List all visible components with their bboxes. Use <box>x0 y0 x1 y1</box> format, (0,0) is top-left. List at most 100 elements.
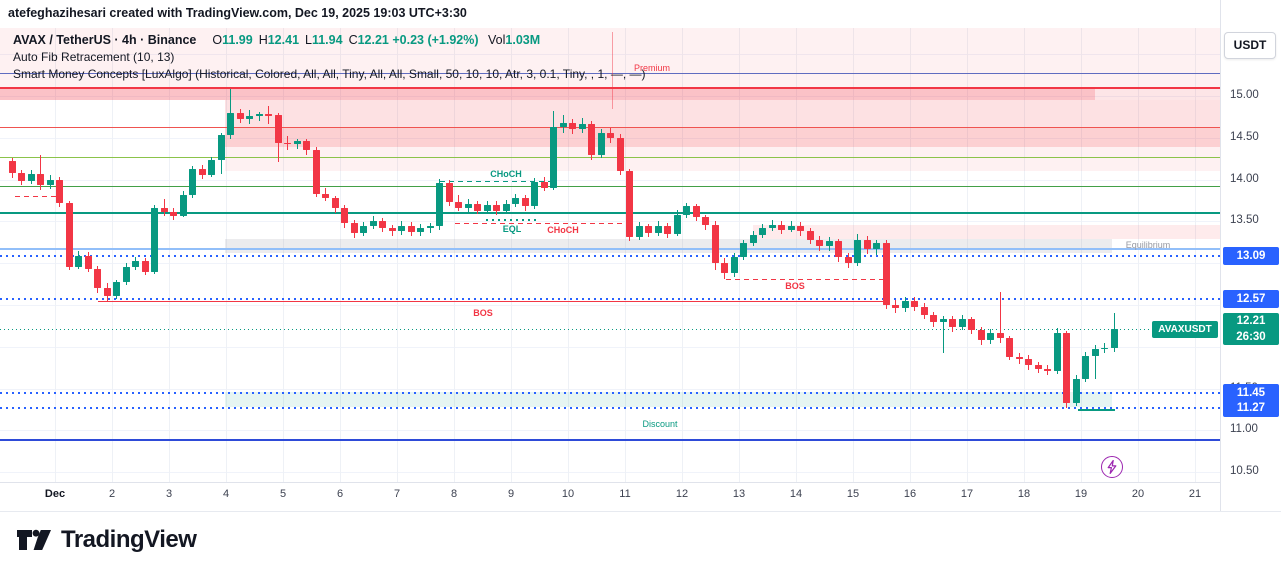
candle <box>246 116 253 120</box>
indicator-row-auto-fib[interactable]: Auto Fib Retracement (10, 13) <box>13 50 175 64</box>
candle <box>968 319 975 331</box>
bar-countdown: 26:30 <box>1236 331 1266 344</box>
fib-0382-line[interactable] <box>0 212 1220 215</box>
candle <box>578 123 586 130</box>
fib-1-line[interactable] <box>0 438 1220 441</box>
candle <box>778 224 785 230</box>
price-scale[interactable]: 15.0014.5014.0013.5013.0011.5011.0010.50… <box>1220 0 1281 511</box>
structure-label-bos: BOS <box>785 280 805 291</box>
fib-0618-line[interactable] <box>0 298 1220 301</box>
fib-level-badge: 11.45 <box>1223 383 1279 402</box>
current-price-line[interactable] <box>0 328 1220 330</box>
candle <box>407 225 415 233</box>
currency-toggle-button[interactable]: USDT <box>1224 32 1276 59</box>
last-price-value: 12.21 <box>1236 315 1266 328</box>
candle <box>958 319 966 327</box>
candle <box>493 204 500 212</box>
candle <box>65 203 73 267</box>
chart-plot-area[interactable]: Premium Equilibrium Discount CHoCH EQL CHoCH B… <box>0 0 1220 482</box>
fib-0236-line[interactable] <box>0 157 1220 159</box>
h-gridline <box>0 179 1220 181</box>
candle <box>27 173 35 182</box>
candle <box>645 226 652 234</box>
eql-line[interactable] <box>486 218 540 221</box>
candle <box>740 243 747 257</box>
attribution-text: atefeghazihesari created with TradingVie… <box>8 6 467 20</box>
candle <box>18 172 25 182</box>
strong-low-line[interactable] <box>1078 409 1115 412</box>
structure-label-eql: EQL <box>502 223 522 234</box>
order-block-mid <box>753 224 1220 239</box>
bos-line-low[interactable] <box>98 301 883 303</box>
level-13.17[interactable] <box>0 247 1220 250</box>
candle <box>122 266 130 283</box>
candle <box>284 142 291 145</box>
tradingview-logo[interactable]: TradingView <box>16 526 197 554</box>
boost-lightning-icon[interactable] <box>1101 456 1123 478</box>
high-value: 12.41 <box>267 33 300 47</box>
choch-dash-left[interactable] <box>15 195 57 197</box>
close-value: 12.21 <box>357 33 389 47</box>
structure-label-equilibrium: Equilibrium <box>1125 239 1171 250</box>
candle <box>331 197 339 209</box>
candle <box>141 260 149 272</box>
candle <box>892 305 899 309</box>
candle <box>730 256 738 274</box>
candle <box>1015 356 1023 360</box>
candle <box>844 256 852 264</box>
fib-05-line[interactable] <box>0 254 1220 257</box>
candle <box>901 300 909 309</box>
candle <box>84 255 92 270</box>
candle <box>749 234 757 244</box>
price-axis-label: 13.50 <box>1230 214 1259 227</box>
candle <box>1082 355 1089 380</box>
h-gridline <box>0 388 1220 390</box>
time-axis-label: 16 <box>903 488 917 500</box>
candle <box>179 194 187 216</box>
candle <box>521 197 529 207</box>
candle <box>683 206 690 215</box>
time-axis[interactable]: Dec 2 3 4 5 6 7 8 9 10 11 12 13 14 15 16 17 18 19 20 21 <box>0 482 1220 511</box>
bos-dash-mid[interactable] <box>726 278 883 280</box>
symbol-price-marker: AVAXUSDT <box>1152 320 1218 338</box>
candle <box>208 160 215 176</box>
candle-wick <box>429 223 431 234</box>
candle <box>1006 338 1013 357</box>
time-axis-label: 3 <box>165 488 173 500</box>
choch-dash-bear[interactable] <box>455 222 628 224</box>
time-axis-label: 8 <box>450 488 458 500</box>
plot-bottom-border <box>0 482 1220 483</box>
last-price-badge: 12.21 26:30 <box>1223 313 1279 346</box>
h-gridline <box>0 263 1220 265</box>
candle <box>445 182 453 203</box>
structure-label-choch: CHoCH <box>547 224 579 235</box>
candle <box>1034 365 1042 369</box>
candle <box>312 149 320 194</box>
range-high-line[interactable] <box>0 86 1220 89</box>
level-11.45[interactable] <box>0 391 1220 394</box>
candle <box>464 203 472 209</box>
level-13.92[interactable] <box>0 185 1220 187</box>
level-11.27[interactable] <box>0 406 1220 409</box>
candle <box>654 225 662 234</box>
footer-bar: TradingView <box>0 511 1281 571</box>
candle <box>322 193 329 198</box>
candle <box>825 241 833 247</box>
candle <box>37 173 44 186</box>
time-axis-label: 21 <box>1188 488 1202 500</box>
indicator-row-smc[interactable]: Smart Money Concepts [LuxAlgo] (Historic… <box>13 67 646 81</box>
candle <box>46 179 54 186</box>
candle <box>1025 359 1032 366</box>
candle <box>949 319 956 327</box>
legend-symbol-row[interactable]: AVAX / TetherUS · 4h · Binance O11.99 H12.… <box>13 32 645 49</box>
h-gridline <box>0 305 1220 306</box>
fib-0-line[interactable] <box>0 72 1220 74</box>
candle <box>369 220 377 227</box>
premium-zone-bg <box>0 28 1220 88</box>
time-axis-label: 18 <box>1017 488 1031 500</box>
candle <box>1091 349 1099 356</box>
time-axis-label: 10 <box>561 488 575 500</box>
fib-level-badge: 11.27 <box>1223 398 1279 417</box>
candle <box>616 137 624 172</box>
choch-dash-bull[interactable] <box>440 180 556 182</box>
